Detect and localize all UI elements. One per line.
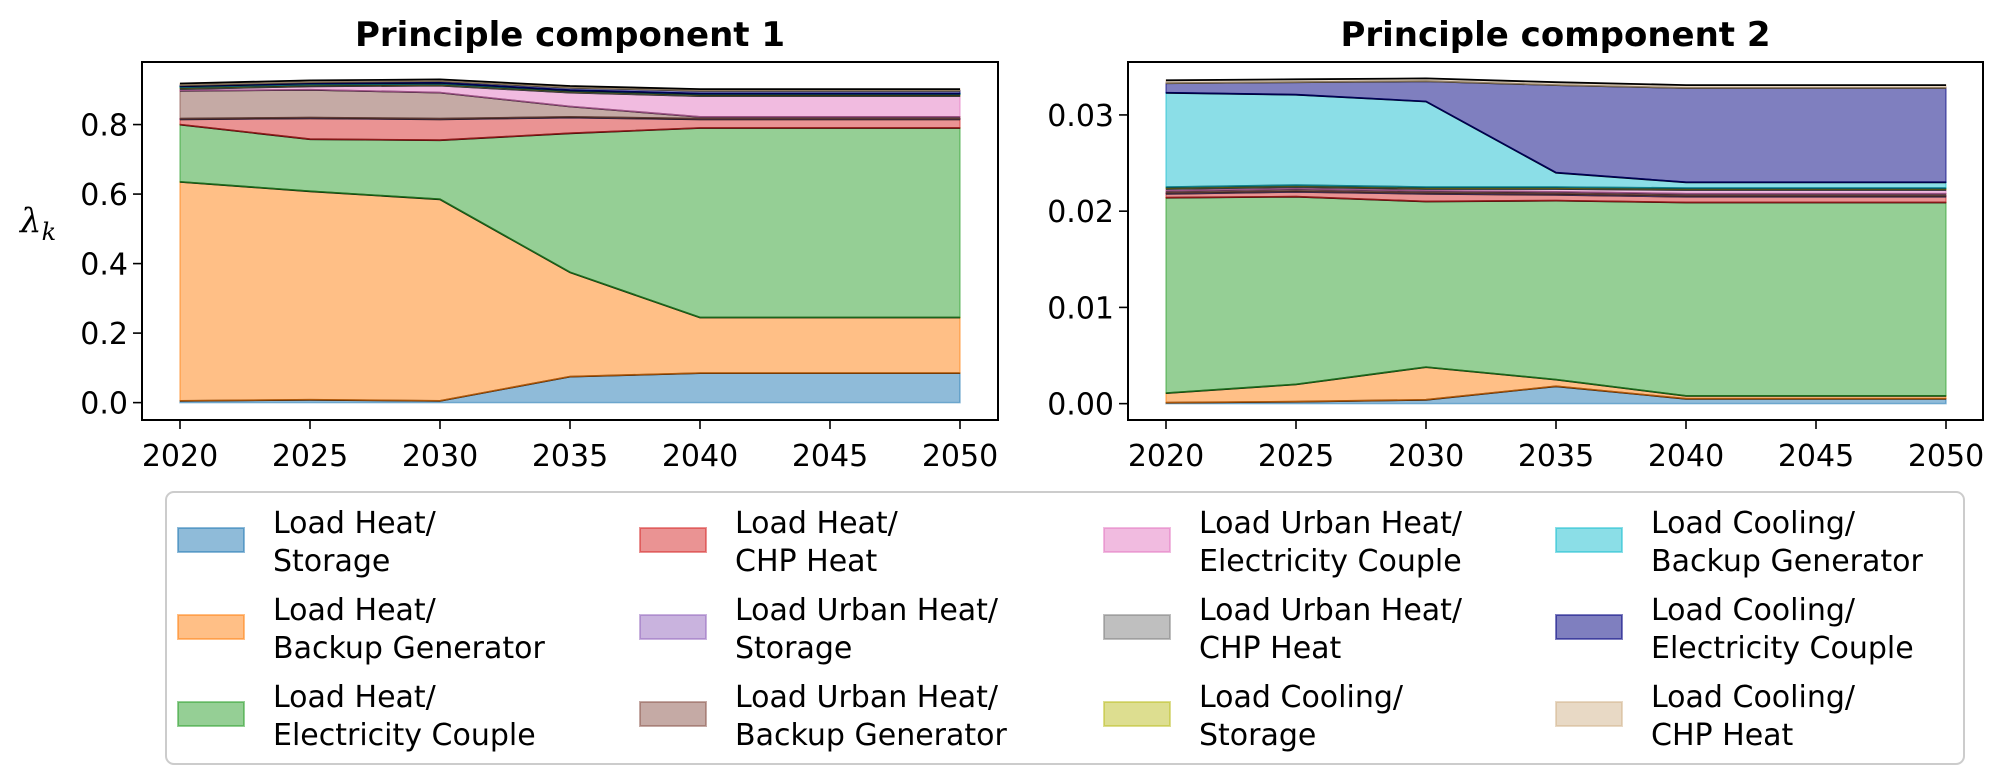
y-tick-label: 0.6 [80,178,128,213]
x-tick-label: 2020 [1128,439,1204,474]
y-axis-label: λk [18,201,56,246]
legend-entry: Load Cooling/Electricity Couple [1555,593,1914,666]
x-tick-label: 2030 [402,439,478,474]
legend-swatch [1555,614,1623,640]
legend-swatch [639,527,707,553]
legend: Load Heat/Storage Load Heat/Backup Genera… [165,491,1965,765]
area-boundary-line [179,78,960,90]
x-tick-label: 2045 [1778,439,1854,474]
chart-panel-1: 2020 2025 2030 2035 2040 2045 2050 0.0 0.2 0.4 0.6… [18,15,999,474]
legend-swatch [177,527,245,553]
y-tick-label: 0.03 [1047,99,1114,134]
x-tick-label: 2020 [142,439,218,474]
x-tick-label: 2050 [1908,439,1984,474]
legend-label: Load Heat/CHP Heat [735,506,899,579]
x-tick-label: 2025 [1258,439,1334,474]
legend-entry: Load Cooling/Backup Generator [1555,506,1924,579]
legend-label: Load Urban Heat/Electricity Couple [1199,506,1463,579]
y-tick-label: 0.8 [80,109,128,144]
y-tick-label: 0.02 [1047,195,1114,230]
legend-swatch [177,701,245,727]
chart-title: Principle component 1 [355,15,785,55]
legend-swatch [1103,701,1171,727]
legend-entry: Load Urban Heat/Backup Generator [639,680,1008,753]
x-tick-label: 2035 [532,439,608,474]
legend-entry: Load Heat/Storage [177,506,437,579]
legend-entry: Load Urban Heat/CHP Heat [1103,593,1463,666]
legend-swatch [639,614,707,640]
x-tick-label: 2030 [1388,439,1464,474]
legend-label: Load Heat/Electricity Couple [273,680,536,753]
chart-panel-2: 2020 2025 2030 2035 2040 2045 2050 0.00 0.01 0.02… [1047,15,1984,474]
legend-label: Load Urban Heat/Backup Generator [735,680,1008,753]
area-boundary-line [1165,77,1946,86]
y-tick-label: 0.01 [1047,291,1114,326]
legend-label: Load Urban Heat/CHP Heat [1199,593,1463,666]
legend-label: Load Heat/Storage [273,506,437,579]
legend-swatch [1103,527,1171,553]
legend-entry: Load Urban Heat/Storage [639,593,999,666]
legend-label: Load Heat/Backup Generator [273,593,546,666]
y-tick-label: 0.4 [80,248,128,283]
y-tick-label: 0.0 [80,387,128,422]
legend-label: Load Cooling/CHP Heat [1651,680,1856,753]
legend-swatch [1555,527,1623,553]
legend-label: Load Urban Heat/Storage [735,593,999,666]
legend-swatch [639,701,707,727]
legend-entry: Load Heat/CHP Heat [639,506,899,579]
y-tick-label: 0.2 [80,317,128,352]
legend-frame [165,491,1965,765]
chart-title: Principle component 2 [1340,15,1770,55]
legend-entry: Load Heat/Electricity Couple [177,680,536,753]
x-tick-label: 2035 [1518,439,1594,474]
x-tick-label: 2040 [1648,439,1724,474]
legend-swatch [1103,614,1171,640]
legend-entry: Load Cooling/Storage [1103,680,1404,753]
legend-label: Load Cooling/Storage [1199,680,1404,753]
x-tick-label: 2045 [792,439,868,474]
legend-entry: Load Cooling/CHP Heat [1555,680,1856,753]
x-tick-label: 2040 [662,439,738,474]
legend-label: Load Cooling/Backup Generator [1651,506,1924,579]
x-tick-label: 2025 [272,439,348,474]
area-load-heat-electricity-couple [1165,195,1947,397]
legend-entry: Load Urban Heat/Electricity Couple [1103,506,1463,579]
x-tick-label: 2050 [922,439,998,474]
y-tick-label: 0.00 [1047,388,1114,423]
legend-swatch [1555,701,1623,727]
legend-entry: Load Heat/Backup Generator [177,593,546,666]
legend-label: Load Cooling/Electricity Couple [1651,593,1914,666]
legend-swatch [177,614,245,640]
